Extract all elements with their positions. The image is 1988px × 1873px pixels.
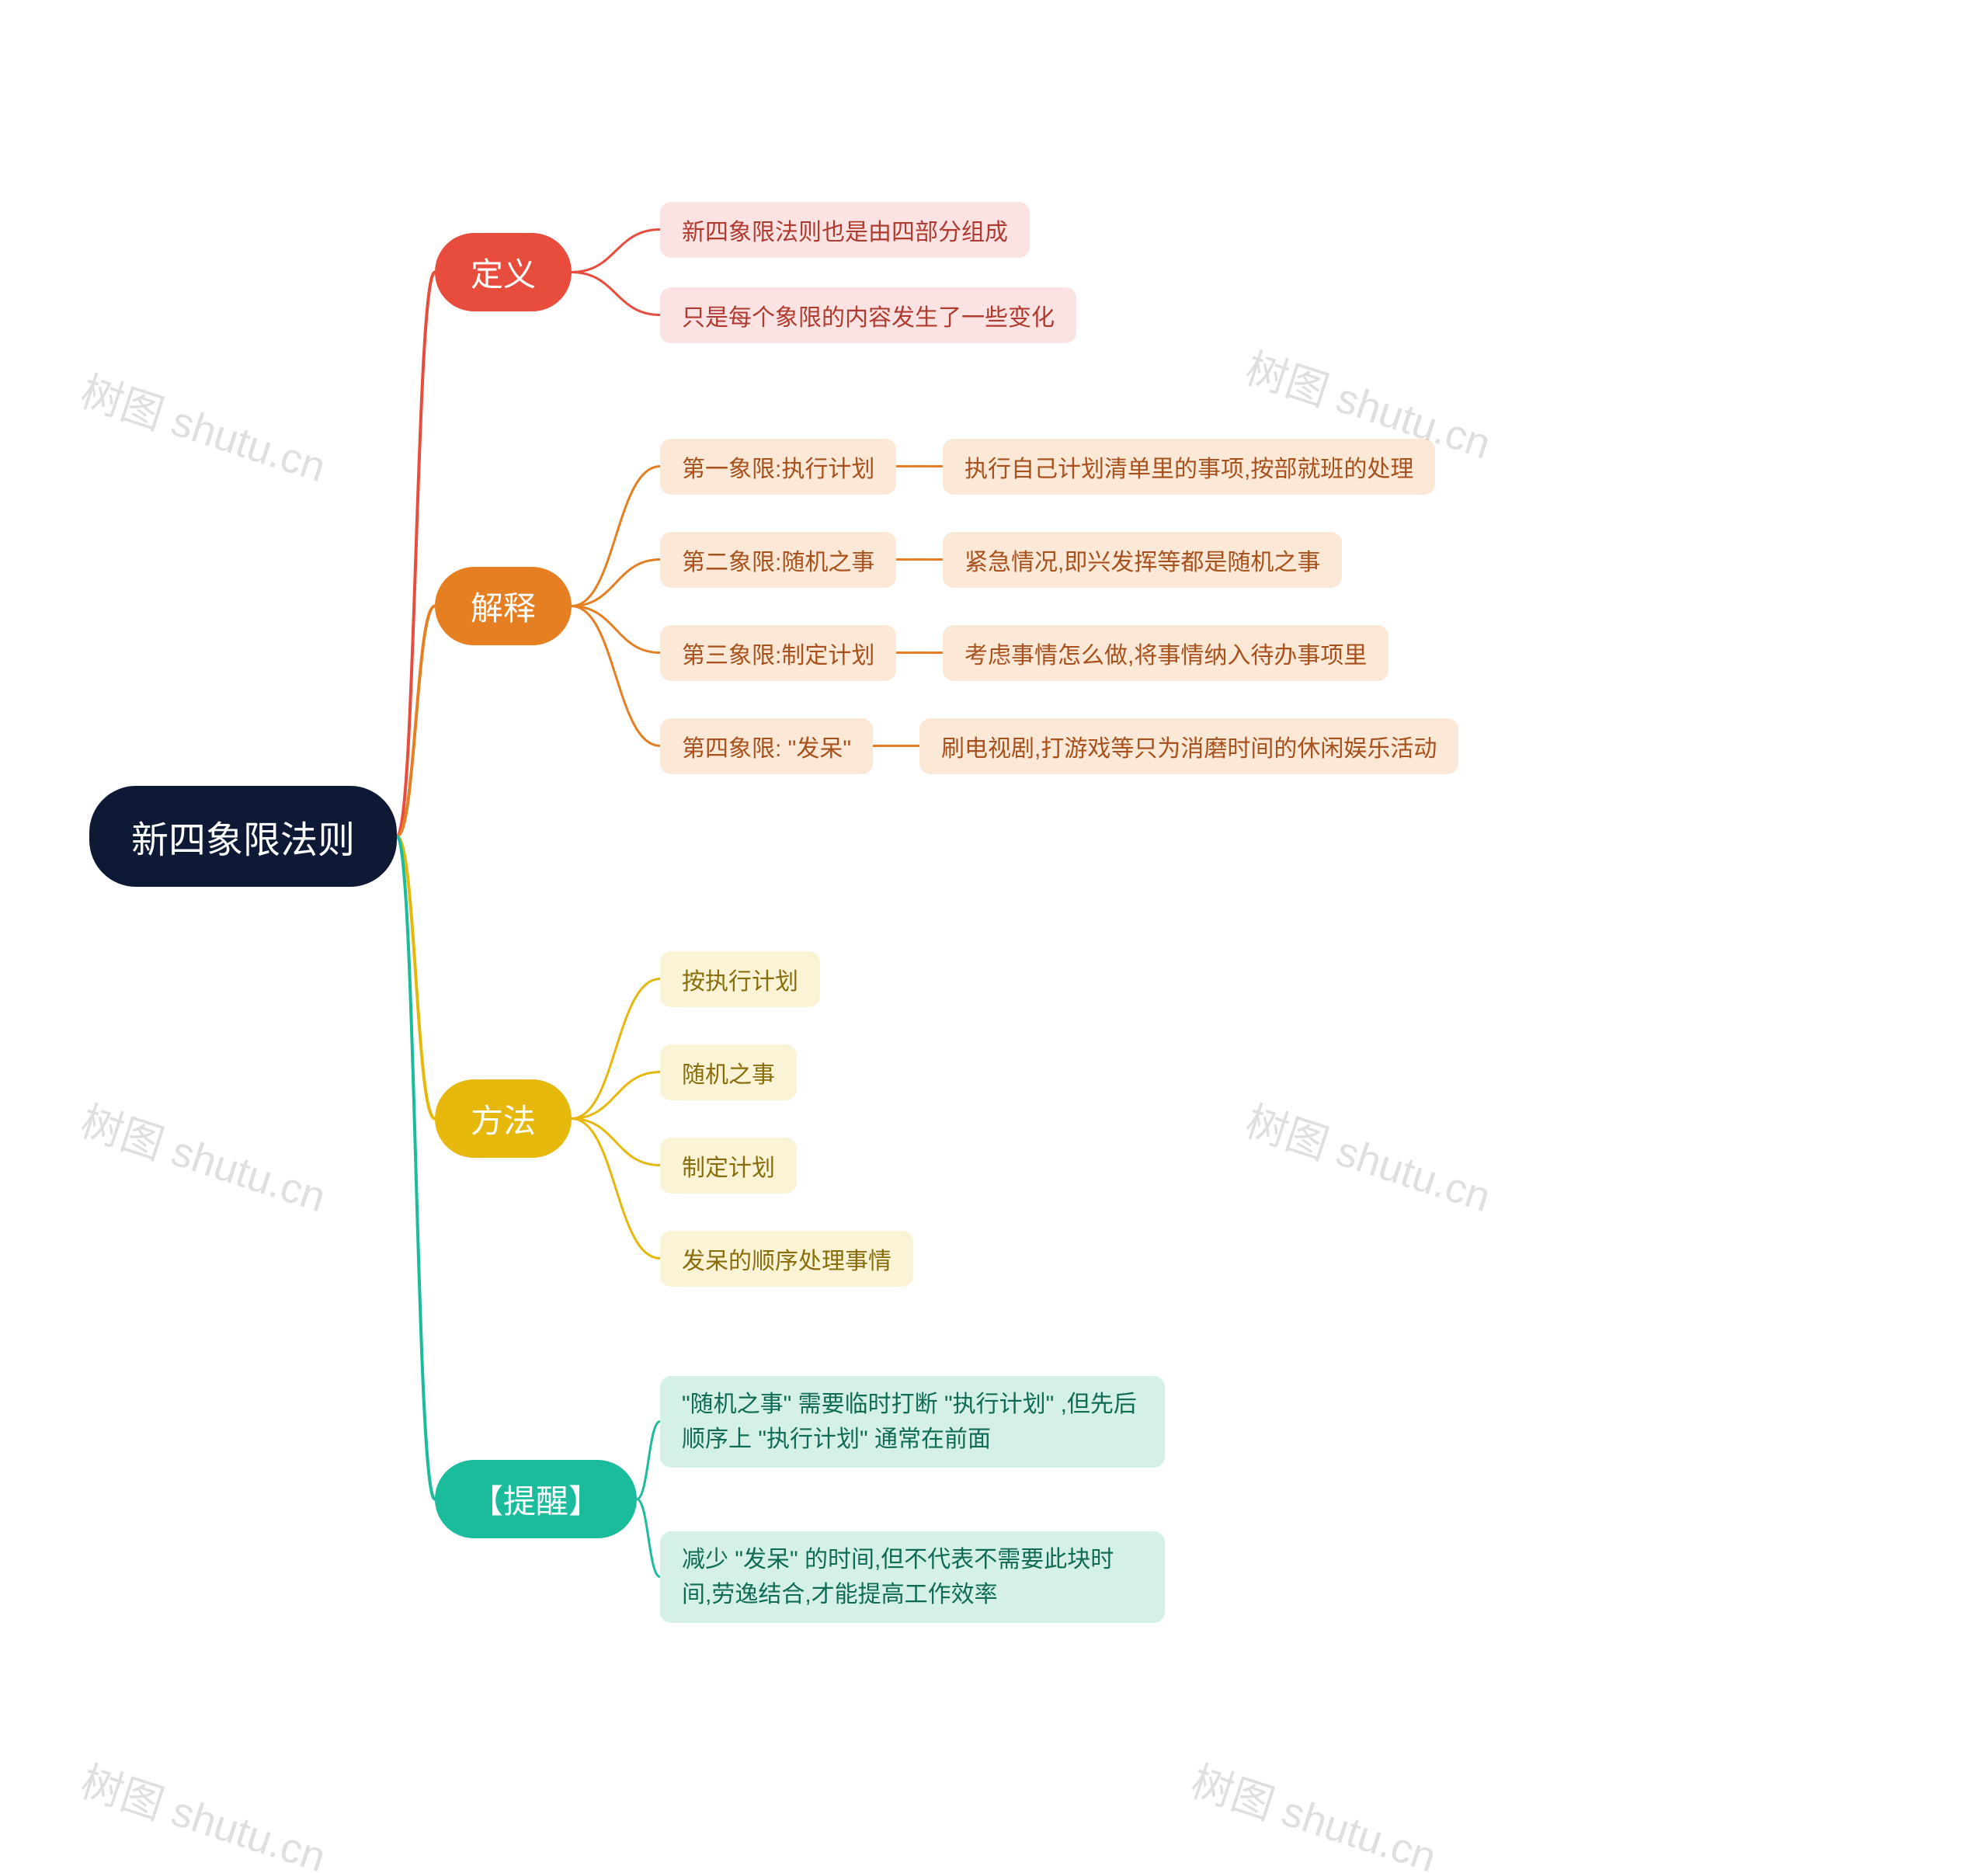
mindmap-node: 执行自己计划清单里的事项,按部就班的处理 bbox=[943, 439, 1435, 495]
watermark: 树图 shutu.cn bbox=[1239, 1087, 1500, 1224]
watermark: 树图 shutu.cn bbox=[1185, 1747, 1446, 1873]
mindmap-node: 第二象限:随机之事 bbox=[660, 532, 896, 588]
mindmap-node: 随机之事 bbox=[660, 1044, 797, 1100]
mindmap-node: 方法 bbox=[435, 1079, 572, 1158]
watermark: 树图 shutu.cn bbox=[75, 357, 335, 494]
watermark: 树图 shutu.cn bbox=[75, 1747, 335, 1873]
mindmap-node: 解释 bbox=[435, 567, 572, 645]
mindmap-node: 定义 bbox=[435, 233, 572, 311]
mindmap-node: 新四象限法则也是由四部分组成 bbox=[660, 202, 1030, 258]
mindmap-node: "随机之事" 需要临时打断 "执行计划" ,但先后顺序上 "执行计划" 通常在前… bbox=[660, 1376, 1165, 1468]
mindmap-node: 新四象限法则 bbox=[89, 786, 397, 887]
mindmap-node: 紧急情况,即兴发挥等都是随机之事 bbox=[943, 532, 1342, 588]
watermark: 树图 shutu.cn bbox=[75, 1087, 335, 1224]
mindmap-node: 第四象限: "发呆" bbox=[660, 718, 873, 774]
mindmap-node: 制定计划 bbox=[660, 1138, 797, 1194]
mindmap-node: 减少 "发呆" 的时间,但不代表不需要此块时间,劳逸结合,才能提高工作效率 bbox=[660, 1531, 1165, 1623]
mindmap-node: 按执行计划 bbox=[660, 951, 820, 1007]
mindmap-node: 第一象限:执行计划 bbox=[660, 439, 896, 495]
mindmap-node: 第三象限:制定计划 bbox=[660, 625, 896, 681]
mindmap-node: 【提醒】 bbox=[435, 1460, 637, 1538]
mindmap-node: 发呆的顺序处理事情 bbox=[660, 1231, 913, 1287]
mindmap-node: 刷电视剧,打游戏等只为消磨时间的休闲娱乐活动 bbox=[919, 718, 1458, 774]
mindmap-node: 考虑事情怎么做,将事情纳入待办事项里 bbox=[943, 625, 1388, 681]
mindmap-node: 只是每个象限的内容发生了一些变化 bbox=[660, 287, 1076, 343]
